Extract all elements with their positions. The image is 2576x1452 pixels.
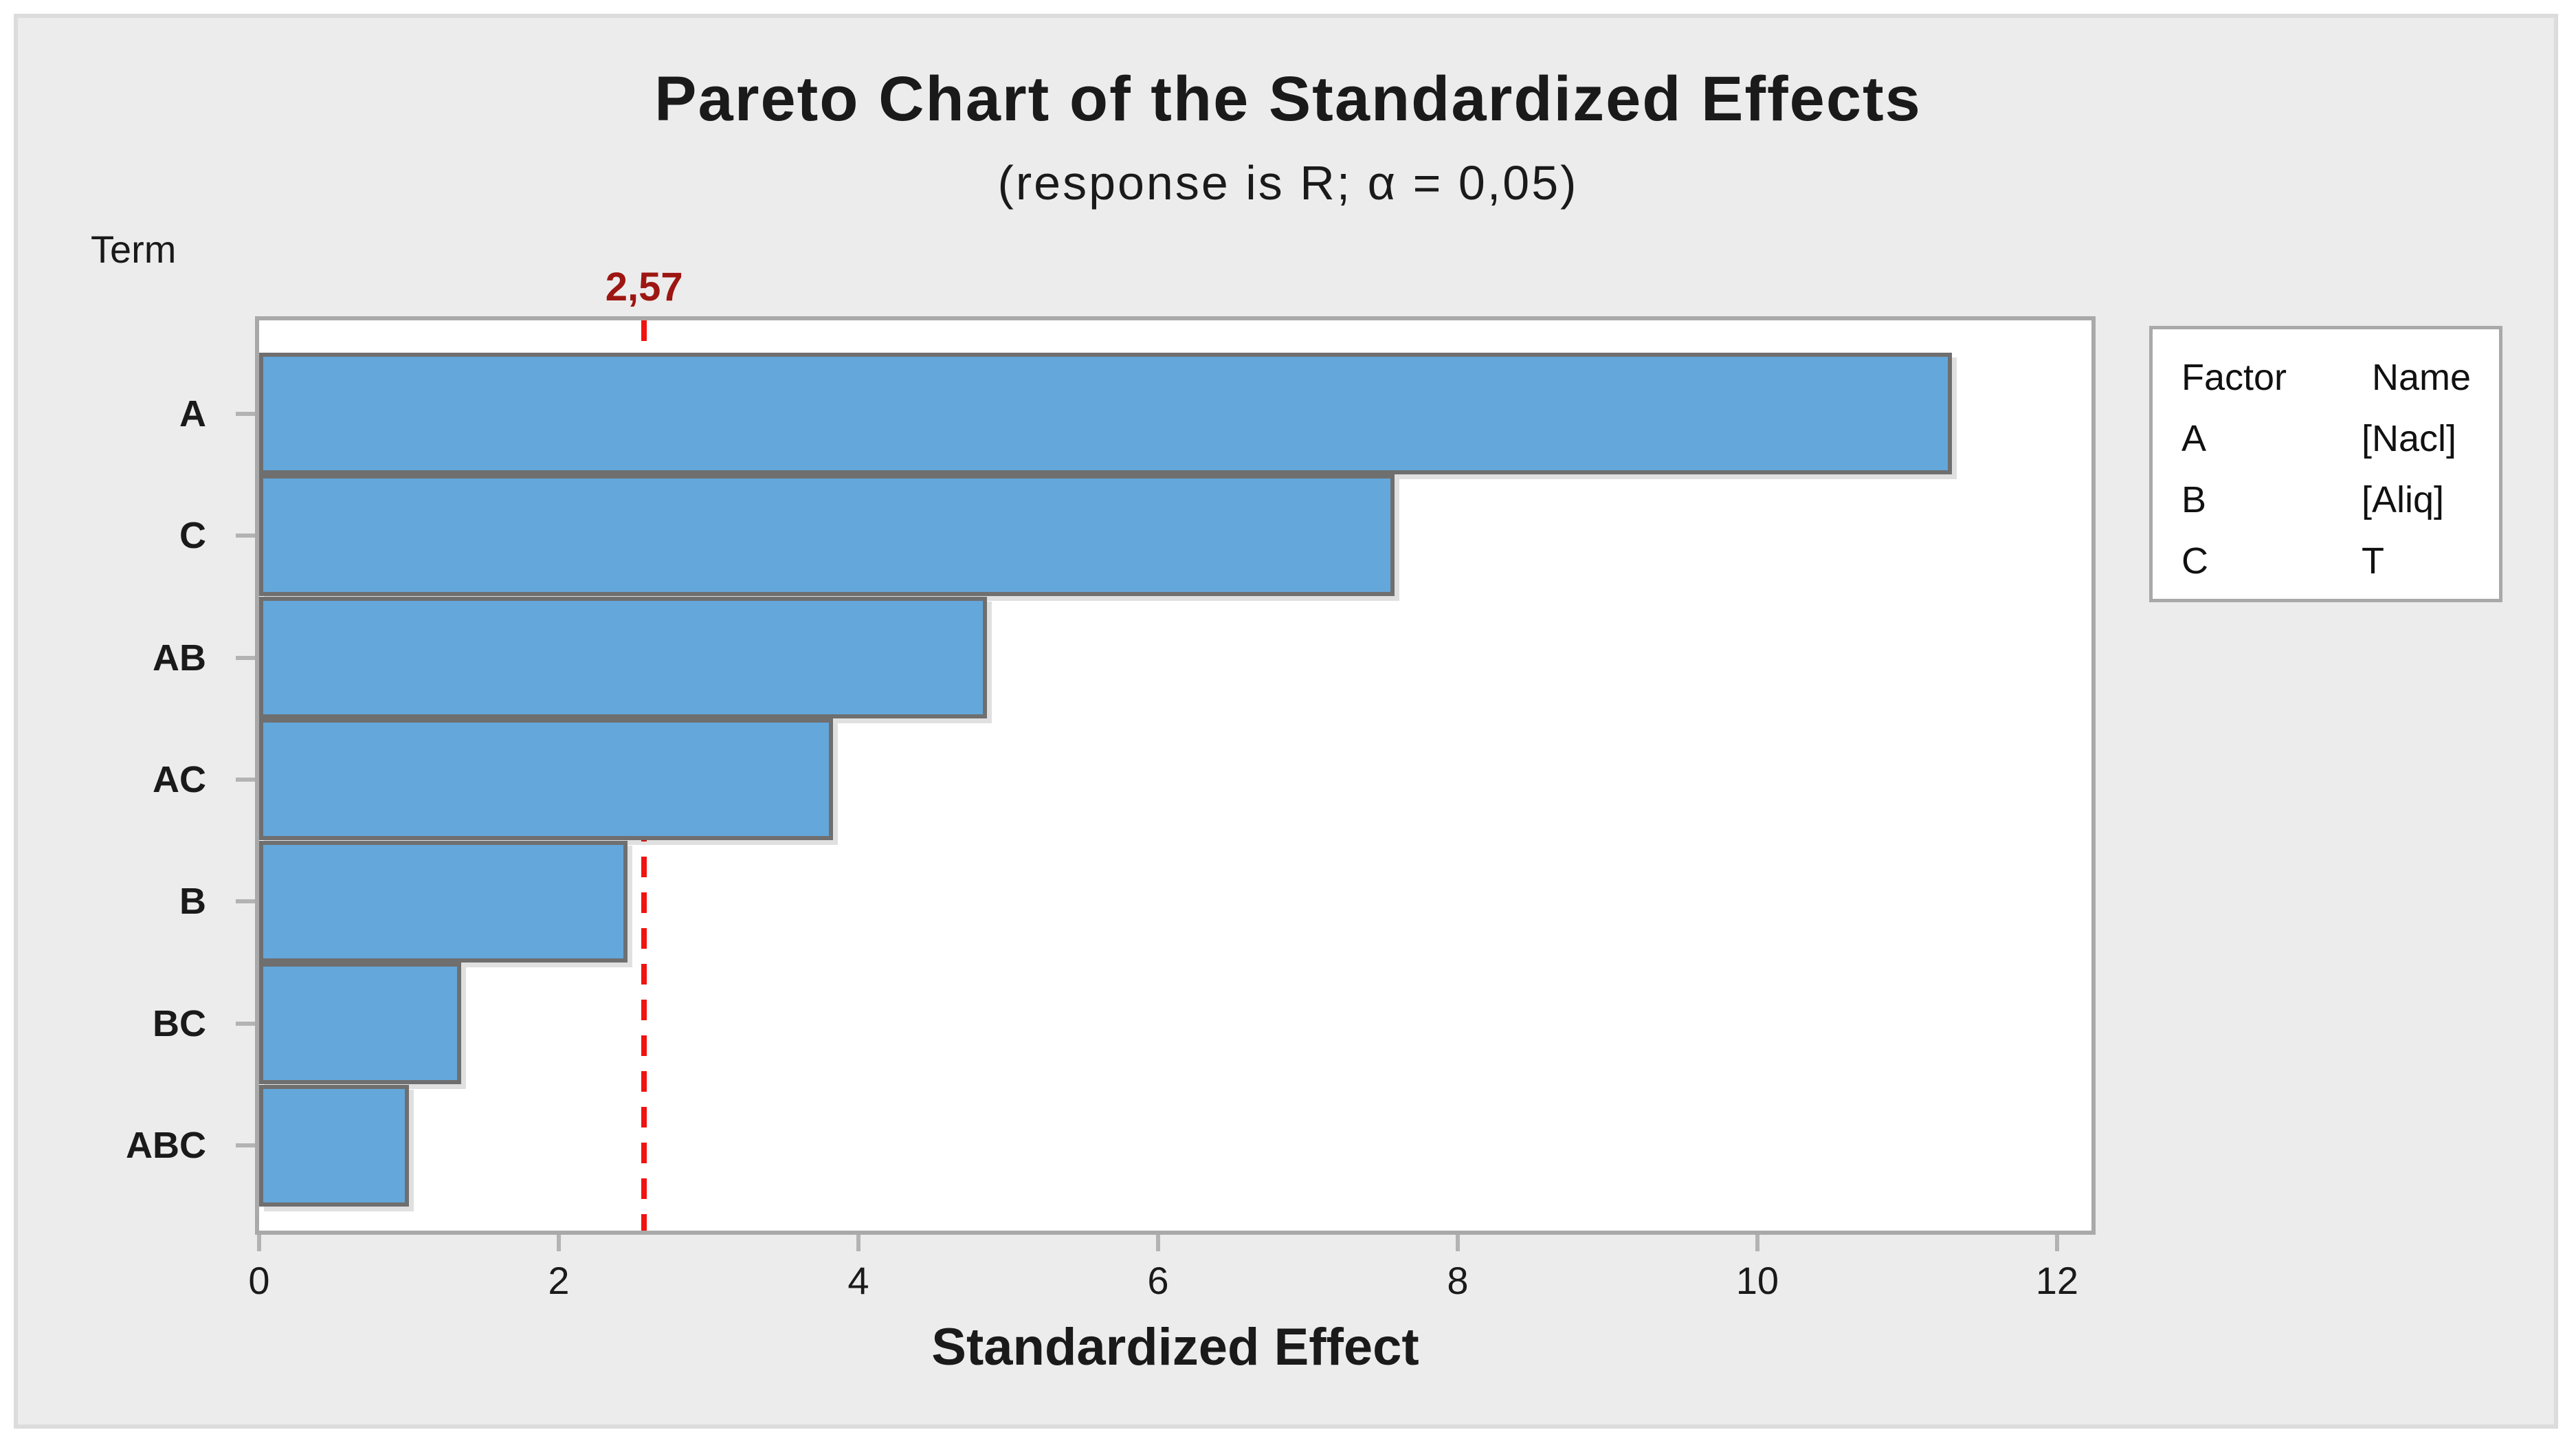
legend-name-cell: T	[2362, 540, 2384, 582]
y-tick	[236, 1143, 255, 1148]
legend-header-row: Factor Name	[2181, 347, 2499, 408]
bar-AB	[259, 596, 987, 718]
x-axis-title: Standardized Effect	[931, 1318, 1419, 1376]
x-tick	[1455, 1235, 1460, 1251]
y-axis-label-BC: BC	[153, 1002, 206, 1044]
x-tick	[257, 1235, 261, 1251]
bar-C	[259, 474, 1395, 597]
factor-legend: Factor Name A [Nacl] B [Aliq] C T	[2149, 326, 2502, 602]
bar-AC	[259, 718, 833, 841]
x-tick-label-12: 12	[2035, 1259, 2078, 1302]
bar-BC	[259, 962, 461, 1085]
legend-name-cell: [Aliq]	[2362, 479, 2445, 520]
y-tick	[236, 655, 255, 660]
x-tick-label-0: 0	[248, 1259, 270, 1302]
x-tick	[856, 1235, 860, 1251]
reference-line-label: 2,57	[605, 265, 683, 309]
bar-B	[259, 840, 628, 962]
y-axis-label-AC: AC	[153, 759, 206, 800]
x-tick-label-4: 4	[847, 1259, 869, 1302]
bar-ABC	[259, 1084, 409, 1207]
y-tick	[236, 1021, 255, 1026]
legend-name-cell: [Nacl]	[2362, 418, 2457, 459]
x-tick	[2054, 1235, 2059, 1251]
y-tick	[236, 899, 255, 904]
x-tick-label-10: 10	[1735, 1259, 1779, 1302]
x-tick	[1155, 1235, 1160, 1251]
x-tick	[1755, 1235, 1759, 1251]
legend-row-B: B [Aliq]	[2181, 470, 2499, 531]
x-tick-label-8: 8	[1447, 1259, 1469, 1302]
y-tick	[236, 534, 255, 538]
legend-factor-cell: B	[2181, 479, 2207, 520]
chart-title: Pareto Chart of the Standardized Effects	[654, 64, 1922, 134]
legend-header-name: Name	[2372, 357, 2472, 398]
y-tick	[236, 778, 255, 782]
y-tick	[236, 411, 255, 416]
legend-row-A: A [Nacl]	[2181, 408, 2499, 470]
legend-rows: A [Nacl] B [Aliq] C T	[2181, 408, 2499, 592]
legend-factor-cell: C	[2181, 540, 2208, 582]
x-tick	[556, 1235, 561, 1251]
y-axis-label-C: C	[179, 515, 206, 557]
chart-subtitle: (response is R; α = 0,05)	[997, 156, 1579, 210]
y-axis-label-B: B	[179, 881, 206, 923]
x-tick-label-2: 2	[548, 1259, 570, 1302]
bar-A	[259, 353, 1952, 474]
y-axis-label-A: A	[179, 393, 206, 434]
y-axis-label-AB: AB	[153, 637, 206, 679]
y-axis-label-ABC: ABC	[126, 1125, 206, 1167]
legend-header-factor: Factor	[2181, 357, 2287, 398]
legend-factor-cell: A	[2181, 418, 2207, 459]
x-tick-label-6: 6	[1147, 1259, 1169, 1302]
y-axis-title: Term	[91, 228, 177, 271]
